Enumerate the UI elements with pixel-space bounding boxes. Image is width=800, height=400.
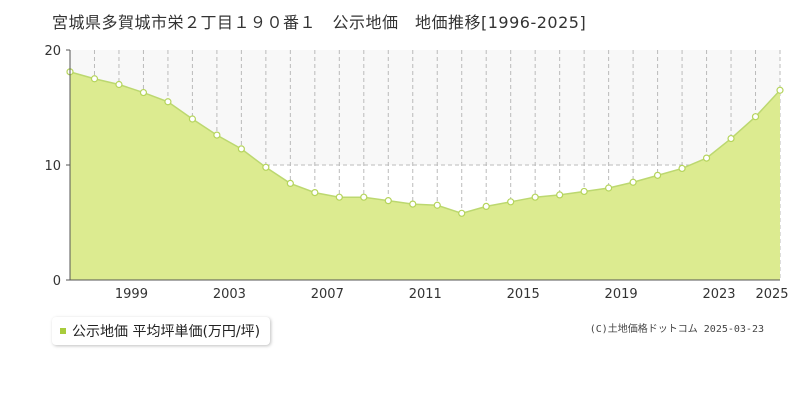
data-point [237,145,245,153]
data-point [556,191,564,199]
data-point [213,131,221,139]
data-point [433,201,441,209]
data-point [629,178,637,186]
y-tick-label: 0 [53,274,61,289]
x-tick-label: 2015 [507,287,540,302]
data-point [311,189,319,197]
x-tick-label: 2019 [605,287,638,302]
series-line [69,71,781,215]
data-point [90,75,99,83]
y-tick-label: 20 [44,44,61,59]
data-point [360,193,368,201]
data-point [164,98,172,106]
x-tick-label: 1999 [115,287,148,302]
data-point [727,134,735,143]
x-tick-label: 2007 [311,287,344,302]
data-point [262,163,270,171]
data-point [335,193,343,201]
x-tick-label: 2025 [755,287,788,302]
data-point [139,88,148,97]
data-point [384,197,392,205]
y-tick-label: 10 [44,159,61,174]
data-point [482,202,490,210]
data-point [115,80,123,89]
legend-marker [60,328,66,334]
legend-label: 公示地価 平均坪単価(万円/坪) [72,324,261,340]
data-point [605,184,613,192]
chart-title: 宮城県多賀城市栄２丁目１９０番１ 公示地価 地価推移[1996-2025] [52,13,587,32]
data-point [409,200,417,208]
data-point [702,154,711,162]
data-point [751,113,760,121]
x-tick-label: 2003 [213,287,246,302]
source-credit: (C)土地価格ドットコム 2025-03-23 [589,324,764,335]
legend: 公示地価 平均坪単価(万円/坪) [52,317,271,345]
data-point [507,198,515,206]
data-point [188,115,197,123]
data-point [776,86,784,94]
data-point [678,164,686,173]
data-point [531,193,539,201]
x-tick-label: 2011 [409,287,442,302]
data-point [286,179,294,187]
data-point [653,171,662,179]
series-area [70,71,780,280]
data-point [458,209,466,217]
x-tick-label: 2023 [702,287,735,302]
data-point [580,187,588,196]
